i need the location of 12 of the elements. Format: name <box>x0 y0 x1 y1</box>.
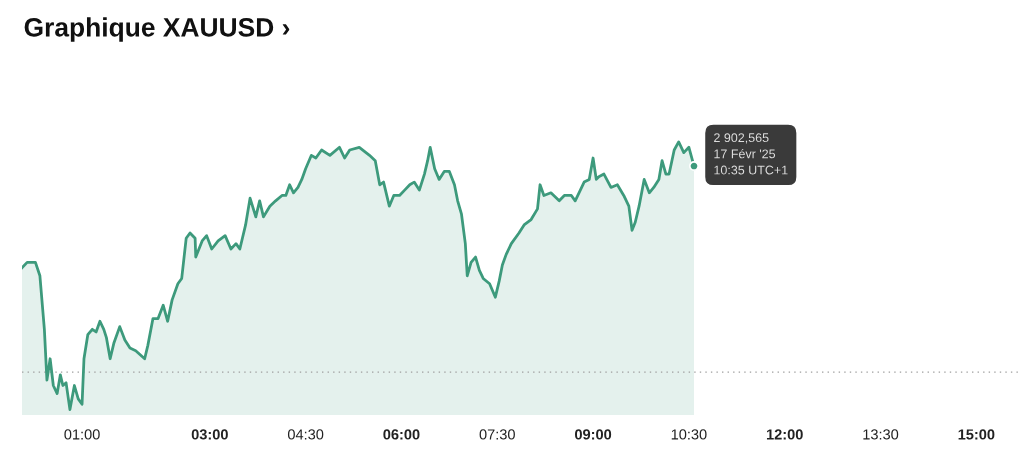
x-tick-label: 06:00 <box>383 429 420 440</box>
x-tick-label: 13:30 <box>863 429 899 440</box>
chart-title: Graphique XAUUSD › <box>24 17 290 42</box>
x-tick-label: 12:00 <box>766 429 803 440</box>
x-tick-label: 03:00 <box>191 429 228 440</box>
annotation: 2 902,565 17 Févr '25 10:35 UTC+1 <box>714 133 788 175</box>
x-tick-label: 09:00 <box>575 429 612 440</box>
x-tick-label: 01:00 <box>64 429 100 440</box>
x-tick-label: 15:00 <box>958 429 995 440</box>
x-tick-label: 10:30 <box>671 429 707 440</box>
x-tick-label: 07:30 <box>479 429 515 440</box>
x-tick-label: 04:30 <box>287 429 324 440</box>
